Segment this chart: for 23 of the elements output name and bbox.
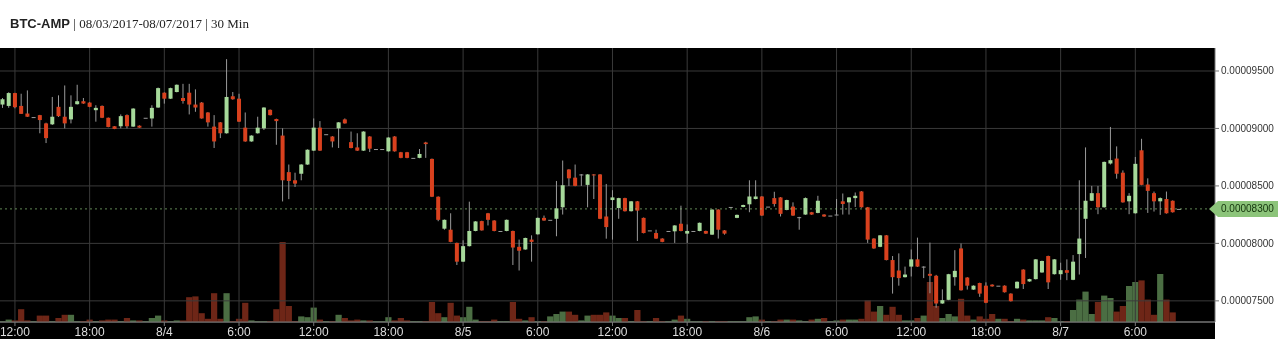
x-tick-label: 12:00: [597, 325, 628, 339]
y-tick-label: 0.00007500: [1221, 295, 1275, 307]
x-tick-label: 6:00: [824, 325, 849, 339]
y-tick-label: 0.00008000: [1221, 237, 1275, 249]
x-tick-label: 6:00: [1123, 325, 1148, 339]
x-tick-label: 12:00: [0, 325, 31, 339]
x-tick-label: 12:00: [896, 325, 927, 339]
x-tick-label: 18:00: [970, 325, 1002, 339]
x-tick-label: 6:00: [227, 325, 252, 339]
x-tick-label: 18:00: [373, 325, 404, 339]
x-tick-label: 8/7: [1052, 325, 1070, 339]
x-tick-label: 18:00: [74, 325, 105, 339]
x-tick-label: 12:00: [298, 325, 330, 339]
x-tick-label: 18:00: [672, 325, 703, 339]
x-tick-label: 8/4: [155, 325, 173, 339]
y-tick-label: 0.00009000: [1221, 122, 1275, 134]
chart-title: BTC-AMP | 08/03/2017-08/07/2017 | 30 Min: [10, 16, 250, 31]
x-tick-label: 8/5: [454, 325, 472, 339]
ref-line-label: 0.00008300: [1221, 203, 1275, 215]
x-tick-label: 8/6: [753, 325, 771, 339]
y-tick-label: 0.00009500: [1221, 65, 1275, 77]
x-tick-label: 6:00: [526, 325, 550, 339]
y-tick-label: 0.00008500: [1221, 180, 1275, 192]
